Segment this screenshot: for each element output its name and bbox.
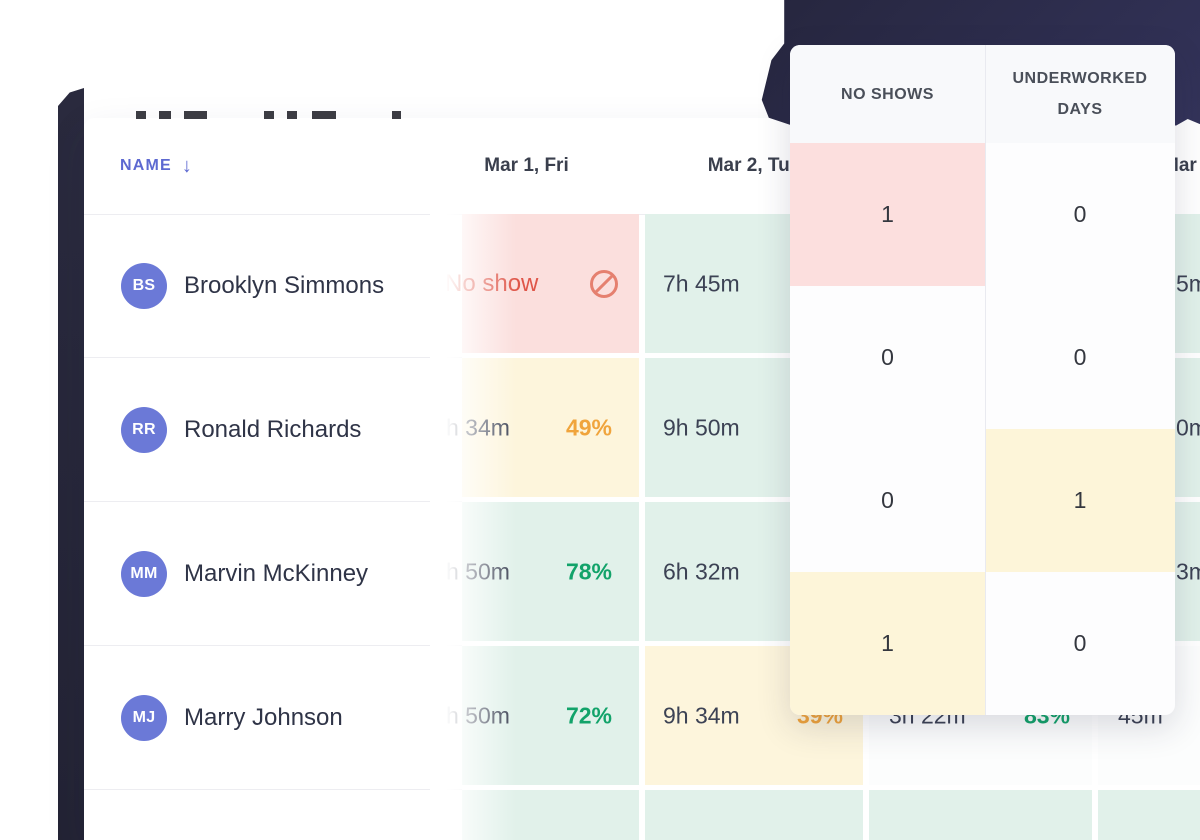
worked-percent: 78% bbox=[565, 558, 612, 584]
panel-column-divider bbox=[985, 45, 986, 715]
backdrop-dash bbox=[312, 111, 336, 119]
no-shows-value: 1 bbox=[790, 572, 985, 715]
worked-time: 9h 50m bbox=[663, 414, 740, 440]
no-show-label: No show bbox=[445, 269, 539, 297]
employee-name: Brooklyn Simmons bbox=[184, 272, 385, 299]
underworked-days-value: 0 bbox=[1073, 344, 1087, 370]
worked-percent: 72% bbox=[565, 702, 612, 728]
cell-mar4 bbox=[1098, 790, 1200, 840]
cell-mar1-time: h 50m 78% bbox=[446, 502, 639, 641]
avatar: MM bbox=[121, 551, 167, 597]
row-divider bbox=[84, 357, 462, 358]
backdrop-dash bbox=[264, 111, 274, 119]
underworked-days-column-header: UNDERWORKED DAYS bbox=[1012, 70, 1148, 118]
worked-time: h 50m bbox=[446, 702, 510, 728]
column-header-mar1: Mar 1, Fri bbox=[484, 155, 569, 176]
underworked-days-value: 0 bbox=[1073, 630, 1087, 656]
employee-name: Marvin McKinney bbox=[184, 560, 369, 587]
worked-time: 9h 34m bbox=[663, 702, 740, 728]
row-divider bbox=[84, 645, 462, 646]
worked-time: 7h 45m bbox=[663, 270, 740, 296]
avatar: MJ bbox=[121, 695, 167, 741]
table-row-partial bbox=[84, 790, 1200, 840]
avatar: RR bbox=[121, 407, 167, 453]
employee-name: Ronald Richards bbox=[184, 416, 362, 443]
worked-time-fragment: 5m bbox=[1176, 270, 1200, 296]
row-divider bbox=[84, 789, 462, 790]
worked-time: h 50m bbox=[446, 558, 510, 584]
backdrop-dash bbox=[287, 111, 297, 119]
sort-descending-icon[interactable]: ↓ bbox=[181, 155, 194, 177]
worked-time: h 34m bbox=[446, 414, 510, 440]
cell-mar1-time: h 50m 72% bbox=[446, 646, 639, 785]
backdrop-dash bbox=[392, 111, 401, 119]
worked-time-fragment: 3m bbox=[1176, 558, 1200, 584]
row-divider bbox=[84, 501, 462, 502]
no-shows-value: 0 bbox=[881, 344, 894, 370]
no-shows-value: 1 bbox=[790, 143, 985, 286]
underworked-days-value: 0 bbox=[1073, 201, 1087, 227]
worked-percent: 49% bbox=[565, 414, 612, 440]
worked-time-fragment: 0m bbox=[1176, 414, 1200, 440]
summary-panel-header: NO SHOWS UNDERWORKED DAYS bbox=[790, 45, 1175, 143]
no-show-icon bbox=[590, 269, 618, 298]
cell-mar1-no-show: No show bbox=[445, 214, 639, 353]
cell-mar1 bbox=[462, 790, 639, 840]
underworked-days-value: 1 bbox=[985, 429, 1175, 572]
avatar: BS bbox=[121, 263, 167, 309]
summary-panel: NO SHOWS UNDERWORKED DAYS 1 0 0 0 0 1 1 … bbox=[790, 45, 1175, 715]
backdrop-dash bbox=[184, 111, 207, 119]
worked-time: 6h 32m bbox=[663, 558, 740, 584]
employee-name: Marry Johnson bbox=[184, 704, 343, 731]
cell-mar2 bbox=[645, 790, 863, 840]
cell-mar3 bbox=[869, 790, 1092, 840]
name-column-label: NAME bbox=[120, 157, 172, 174]
backdrop-dash bbox=[136, 111, 146, 119]
column-header-mar2: Mar 2, Tue bbox=[707, 155, 801, 176]
backdrop-dash bbox=[159, 111, 171, 119]
no-shows-column-header: NO SHOWS bbox=[841, 85, 934, 103]
no-shows-value: 0 bbox=[881, 487, 894, 513]
cell-mar1-time: h 34m 49% bbox=[446, 358, 639, 497]
backdrop-strip bbox=[58, 88, 84, 840]
name-column-sort[interactable]: NAME ↓ bbox=[120, 118, 193, 214]
